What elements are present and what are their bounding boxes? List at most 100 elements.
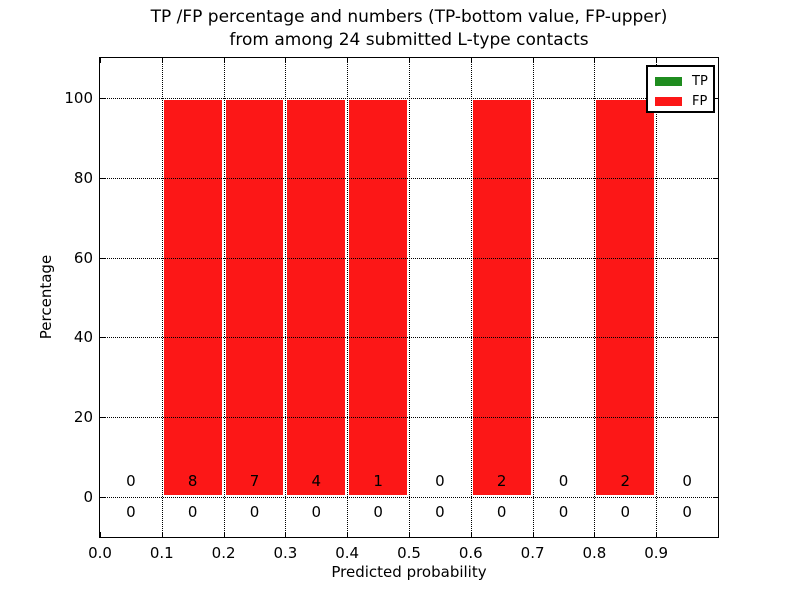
y-tick-mark <box>100 257 105 259</box>
y-tick-mark <box>713 337 718 339</box>
vertical-gridline <box>161 58 163 537</box>
x-tick-label: 0.9 <box>644 544 669 562</box>
y-tick-mark <box>713 257 718 259</box>
y-tick-label: 80 <box>73 168 93 187</box>
horizontal-gridline <box>100 177 718 179</box>
tp-count-label: 0 <box>620 503 631 522</box>
y-tick-label: 60 <box>73 248 93 267</box>
horizontal-gridline <box>100 97 718 99</box>
y-tick-mark <box>100 417 105 419</box>
vertical-gridline <box>409 58 410 537</box>
x-tick-label: 0.8 <box>582 544 607 562</box>
vertical-gridline <box>656 58 658 537</box>
x-tick-mark <box>470 58 472 63</box>
y-tick-mark <box>100 337 105 339</box>
x-tick-mark <box>161 58 163 63</box>
x-tick-mark <box>409 532 410 537</box>
fp-count-label: 0 <box>126 472 136 491</box>
chart-title: TP /FP percentage and numbers (TP-bottom… <box>100 6 718 52</box>
legend-entry-tp: TP <box>655 71 713 91</box>
fp-count-label: 0 <box>558 472 569 491</box>
x-axis-label: Predicted probability <box>331 563 487 581</box>
y-tick-mark <box>713 97 718 99</box>
x-tick-label: 0.0 <box>88 544 112 562</box>
x-tick-label: 0.5 <box>397 544 421 562</box>
fp-count-label: 1 <box>373 472 383 491</box>
tp-count-label: 0 <box>187 503 198 522</box>
horizontal-gridline <box>100 417 718 419</box>
legend-entry-fp: FP <box>655 91 713 111</box>
x-tick-label: 0.6 <box>458 544 483 562</box>
vertical-gridline <box>223 58 225 537</box>
x-tick-mark <box>161 532 163 537</box>
tp-count-label: 0 <box>435 503 445 522</box>
x-tick-mark <box>656 58 658 63</box>
fp-count-label: 2 <box>620 472 631 491</box>
y-tick-mark <box>713 177 718 179</box>
y-tick-label: 20 <box>73 408 93 427</box>
x-tick-mark <box>223 58 225 63</box>
x-tick-mark <box>656 532 658 537</box>
fp-count-label: 2 <box>496 472 507 491</box>
x-tick-mark <box>532 58 534 63</box>
x-tick-mark <box>285 532 287 537</box>
vertical-gridline <box>285 58 287 537</box>
horizontal-gridline <box>100 257 718 259</box>
fp-count-label: 0 <box>435 472 445 491</box>
y-tick-label: 0 <box>83 488 93 507</box>
fp-count-label: 8 <box>187 472 198 491</box>
y-tick-label: 100 <box>64 88 93 107</box>
x-tick-mark <box>100 58 101 63</box>
legend-label-fp: FP <box>692 93 708 109</box>
fp-bar <box>594 97 657 498</box>
tp-legend-swatch-icon <box>655 76 682 86</box>
x-tick-mark <box>409 58 410 63</box>
vertical-gridline <box>532 58 534 537</box>
vertical-gridline <box>594 58 596 537</box>
x-tick-label: 0.2 <box>211 544 236 562</box>
y-tick-mark <box>100 497 105 499</box>
y-tick-mark <box>713 417 718 419</box>
x-tick-label: 0.4 <box>335 544 360 562</box>
fp-count-label: 0 <box>682 472 692 491</box>
fp-bar <box>347 97 409 498</box>
x-tick-mark <box>532 532 534 537</box>
horizontal-gridline <box>100 497 718 499</box>
chart-title-line1: TP /FP percentage and numbers (TP-bottom… <box>150 7 668 27</box>
tp-count-label: 0 <box>373 503 383 522</box>
fp-bar <box>161 97 224 498</box>
y-tick-label: 40 <box>73 328 93 347</box>
fp-count-label: 4 <box>311 472 322 491</box>
tp-count-label: 0 <box>682 503 692 522</box>
chart-title-line2: from among 24 submitted L-type contacts <box>229 30 589 50</box>
fp-count-label: 7 <box>249 472 260 491</box>
vertical-gridline <box>470 58 472 537</box>
x-tick-mark <box>594 58 596 63</box>
x-tick-mark <box>285 58 287 63</box>
y-tick-mark <box>100 97 105 99</box>
horizontal-gridline <box>100 337 718 339</box>
x-tick-label: 0.7 <box>520 544 545 562</box>
tp-count-label: 0 <box>311 503 322 522</box>
vertical-gridline <box>347 58 349 537</box>
legend: TP FP <box>646 65 715 113</box>
legend-label-tp: TP <box>692 73 708 89</box>
y-tick-mark <box>100 177 105 179</box>
x-tick-mark <box>594 532 596 537</box>
x-tick-mark <box>347 58 349 63</box>
tp-count-label: 0 <box>558 503 569 522</box>
x-tick-label: 0.1 <box>149 544 174 562</box>
tp-count-label: 0 <box>496 503 507 522</box>
x-tick-mark <box>223 532 225 537</box>
tp-count-label: 0 <box>126 503 136 522</box>
fp-bar <box>470 97 533 498</box>
x-tick-mark <box>470 532 472 537</box>
tp-count-label: 0 <box>249 503 260 522</box>
x-tick-mark <box>100 532 101 537</box>
y-tick-mark <box>713 497 718 499</box>
x-tick-label: 0.3 <box>273 544 298 562</box>
x-tick-mark <box>347 532 349 537</box>
fp-bar <box>285 97 348 498</box>
plot-area: 0 8 7 4 1 0 2 0 2 0 0 0 0 0 0 0 0 0 0 0 <box>99 57 719 538</box>
